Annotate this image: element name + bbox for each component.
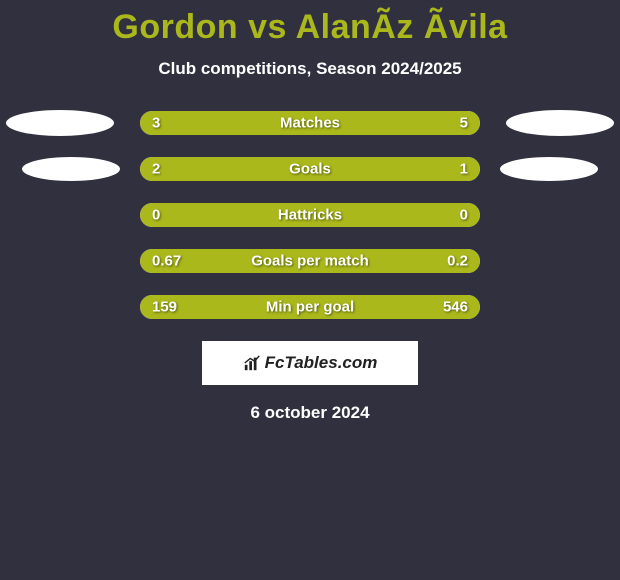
value-left: 159 xyxy=(152,299,177,316)
metric-label: Hattricks xyxy=(278,207,342,224)
logo-text: FcTables.com xyxy=(265,353,378,373)
logo: FcTables.com xyxy=(243,353,378,373)
stat-bar: 2 1 Goals xyxy=(140,157,480,181)
value-right: 0.2 xyxy=(447,253,468,270)
value-left: 2 xyxy=(152,161,160,178)
metric-row: 3 5 Matches xyxy=(0,111,620,135)
metric-row: 0.67 0.2 Goals per match xyxy=(0,249,620,273)
date-label: 6 october 2024 xyxy=(0,403,620,423)
metric-label: Min per goal xyxy=(266,299,354,316)
page-title: Gordon vs AlanÃ­z Ã­vila xyxy=(0,0,620,47)
value-right: 5 xyxy=(460,115,468,132)
player-left-oval xyxy=(6,110,114,136)
player-right-oval xyxy=(506,110,614,136)
player-right-oval xyxy=(500,157,598,181)
metric-row: 2 1 Goals xyxy=(0,157,620,181)
metrics-container: 3 5 Matches 2 1 Goals 0 0 Hattricks 0.67 0.2 Goals … xyxy=(0,111,620,319)
chart-icon xyxy=(243,354,261,372)
metric-row: 159 546 Min per goal xyxy=(0,295,620,319)
bar-right-fill xyxy=(402,249,480,273)
value-left: 0.67 xyxy=(152,253,181,270)
value-right: 1 xyxy=(460,161,468,178)
player-left-oval xyxy=(22,157,120,181)
value-left: 0 xyxy=(152,207,160,224)
stat-bar: 0.67 0.2 Goals per match xyxy=(140,249,480,273)
metric-label: Goals per match xyxy=(251,253,369,270)
stat-bar: 0 0 Hattricks xyxy=(140,203,480,227)
bar-left-fill xyxy=(140,157,367,181)
value-right: 0 xyxy=(460,207,468,224)
value-left: 3 xyxy=(152,115,160,132)
metric-label: Goals xyxy=(289,161,331,178)
subtitle: Club competitions, Season 2024/2025 xyxy=(0,59,620,79)
value-right: 546 xyxy=(443,299,468,316)
metric-label: Matches xyxy=(280,115,340,132)
stat-bar: 159 546 Min per goal xyxy=(140,295,480,319)
metric-row: 0 0 Hattricks xyxy=(0,203,620,227)
stat-bar: 3 5 Matches xyxy=(140,111,480,135)
logo-box: FcTables.com xyxy=(202,341,418,385)
